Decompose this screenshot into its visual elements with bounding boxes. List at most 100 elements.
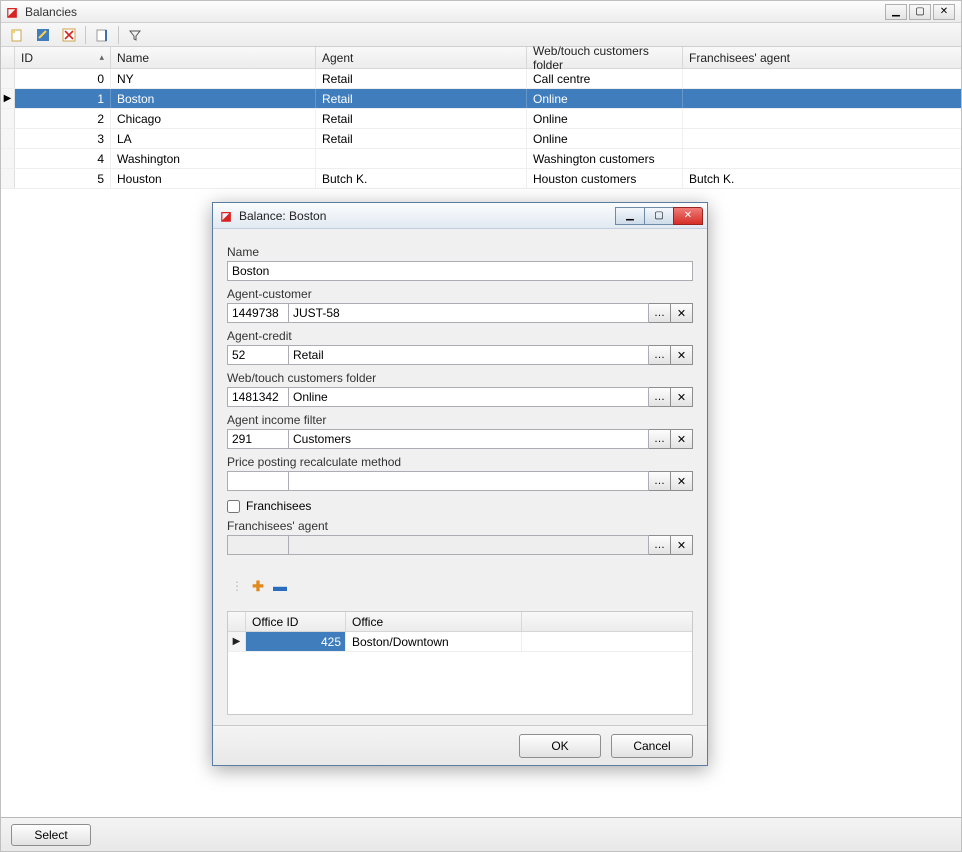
delete-icon[interactable] [59,25,79,45]
dialog-minimize-button[interactable]: ▁ [615,207,645,225]
income-filter-code[interactable] [227,429,289,449]
price-method-clear-button[interactable]: ✕ [671,471,693,491]
agent-credit-clear-button[interactable]: ✕ [671,345,693,365]
franchisees-agent-code[interactable] [227,535,289,555]
minimize-button[interactable]: ▁ [885,4,907,20]
new-icon[interactable] [7,25,27,45]
table-row[interactable]: 2ChicagoRetailOnline [1,109,961,129]
window-title: Balancies [25,5,885,19]
franchisees-checkbox[interactable] [227,500,240,513]
edit-icon[interactable] [33,25,53,45]
agent-customer-lookup-button[interactable]: … [649,303,671,323]
folder-label: Web/touch customers folder [227,371,693,385]
bottom-bar: Select [1,817,961,851]
agent-credit-lookup-button[interactable]: … [649,345,671,365]
agent-customer-code[interactable] [227,303,289,323]
income-filter-label: Agent income filter [227,413,693,427]
row-indicator-icon: ▶ [1,89,15,108]
agent-credit-desc[interactable] [289,345,649,365]
price-method-lookup-button[interactable]: … [649,471,671,491]
dialog-maximize-button[interactable]: ▢ [644,207,674,225]
agent-customer-label: Agent-customer [227,287,693,301]
cell-franchisees-agent [683,129,961,148]
cell-agent: Retail [316,129,527,148]
cell-name: LA [111,129,316,148]
subgrid-indicator-header [228,612,246,631]
column-header-franchisees-agent[interactable]: Franchisees' agent [683,47,961,68]
cell-office-id: 425 [246,632,346,651]
cancel-button[interactable]: Cancel [611,734,693,758]
dialog-close-button[interactable]: ✕ [673,207,703,225]
balances-grid: ID▴ Name Agent Web/touch customers folde… [1,47,961,189]
cell-folder: Call centre [527,69,683,88]
price-method-code[interactable] [227,471,289,491]
grid-body: 0NYRetailCall centre▶1BostonRetailOnline… [1,69,961,189]
column-header-name[interactable]: Name [111,47,316,68]
cell-folder: Online [527,129,683,148]
cell-name: Washington [111,149,316,168]
close-button[interactable]: ✕ [933,4,955,20]
grid-header: ID▴ Name Agent Web/touch customers folde… [1,47,961,69]
toolbar-separator [118,26,119,44]
folder-clear-button[interactable]: ✕ [671,387,693,407]
row-indicator-header [1,47,15,68]
remove-office-button[interactable]: ▬ [273,579,287,593]
cell-folder: Houston customers [527,169,683,188]
offices-grid-body: ▶425Boston/Downtown [228,632,692,652]
agent-credit-code[interactable] [227,345,289,365]
cell-name: NY [111,69,316,88]
main-titlebar: ◪ Balancies ▁ ▢ ✕ [1,1,961,23]
table-row[interactable]: 5HoustonButch K.Houston customersButch K… [1,169,961,189]
column-header-agent[interactable]: Agent [316,47,527,68]
income-filter-desc[interactable] [289,429,649,449]
franchisees-agent-lookup-button[interactable]: … [649,535,671,555]
app-icon: ◪ [219,209,233,223]
cell-franchisees-agent [683,89,961,108]
cell-agent: Butch K. [316,169,527,188]
franchisees-agent-desc[interactable] [289,535,649,555]
agent-customer-clear-button[interactable]: ✕ [671,303,693,323]
maximize-button[interactable]: ▢ [909,4,931,20]
select-button[interactable]: Select [11,824,91,846]
cell-agent: Retail [316,109,527,128]
add-office-button[interactable]: ✚ [251,579,265,593]
column-header-office[interactable]: Office [346,612,522,631]
cell-id: 4 [15,149,111,168]
column-header-office-id[interactable]: Office ID [246,612,346,631]
table-row[interactable]: ▶1BostonRetailOnline [1,89,961,109]
cell-franchisees-agent [683,109,961,128]
column-header-id[interactable]: ID▴ [15,47,111,68]
price-method-desc[interactable] [289,471,649,491]
cell-id: 0 [15,69,111,88]
agent-customer-desc[interactable] [289,303,649,323]
cell-folder: Washington customers [527,149,683,168]
ok-button[interactable]: OK [519,734,601,758]
table-row[interactable]: 0NYRetailCall centre [1,69,961,89]
income-filter-clear-button[interactable]: ✕ [671,429,693,449]
cell-folder: Online [527,89,683,108]
folder-desc[interactable] [289,387,649,407]
folder-code[interactable] [227,387,289,407]
toolbar-separator [85,26,86,44]
table-row[interactable]: 4Washington Washington customers [1,149,961,169]
name-input[interactable] [227,261,693,281]
row-indicator-icon [1,169,15,188]
sort-asc-icon: ▴ [99,52,104,63]
price-method-label: Price posting recalculate method [227,455,693,469]
column-header-folder[interactable]: Web/touch customers folder [527,47,683,68]
row-indicator-icon [1,129,15,148]
office-row[interactable]: ▶425Boston/Downtown [228,632,692,652]
folder-lookup-button[interactable]: … [649,387,671,407]
app-icon: ◪ [5,5,19,19]
align-icon[interactable] [92,25,112,45]
cell-id: 1 [15,89,111,108]
balance-dialog: ◪ Balance: Boston ▁ ▢ ✕ Name Agent-custo… [212,202,708,766]
income-filter-lookup-button[interactable]: … [649,429,671,449]
row-indicator-icon [1,69,15,88]
row-indicator-icon [1,109,15,128]
filter-icon[interactable] [125,25,145,45]
dialog-body: Name Agent-customer … ✕ Agent-credit … ✕… [213,229,707,715]
cell-folder: Online [527,109,683,128]
franchisees-agent-clear-button[interactable]: ✕ [671,535,693,555]
table-row[interactable]: 3LARetailOnline [1,129,961,149]
